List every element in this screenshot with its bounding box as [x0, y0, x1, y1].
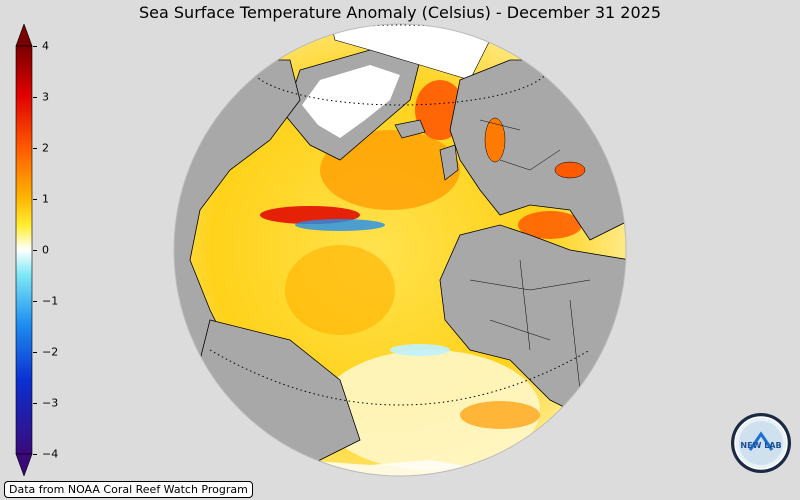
colorbar-tick-label: −3	[42, 396, 59, 410]
anomaly-mediterranean	[518, 211, 582, 239]
anomaly-north-atlantic	[320, 130, 460, 210]
colorbar-tick-label: −2	[42, 345, 59, 359]
colorbar-tick-mark	[33, 352, 37, 353]
colorbar-tick-mark	[33, 250, 37, 251]
arctic-ice	[329, 24, 501, 81]
colorbar-max-arrow	[15, 24, 33, 47]
colorbar-gradient	[15, 45, 33, 455]
anomaly-central	[285, 245, 395, 335]
uk	[439, 144, 459, 181]
anomaly-cold-streak	[295, 219, 385, 231]
greenland-ice	[302, 65, 400, 138]
colorbar-tick-mark	[33, 403, 37, 404]
colorbar-tick-label: −1	[42, 294, 59, 308]
southern-circle	[209, 349, 591, 406]
colorbar	[15, 24, 33, 476]
iceland	[394, 119, 426, 139]
colorbar-tick-label: −4	[42, 447, 59, 461]
logo-mark	[748, 431, 774, 451]
colorbar-tick-mark	[33, 97, 37, 98]
map-title: Sea Surface Temperature Anomaly (Celsius…	[139, 3, 661, 22]
lab-logo: NEW LAB	[731, 413, 791, 473]
colorbar-tick-label: 4	[42, 39, 49, 53]
baltic-sea	[484, 117, 506, 163]
anomaly-south-white	[320, 350, 540, 470]
colorbar-tick-label: 0	[42, 243, 49, 257]
colorbar-tick-mark	[33, 148, 37, 149]
colorbar-tick-label: 1	[42, 192, 49, 206]
sst-globe-map	[173, 23, 627, 477]
colorbar-tick-mark	[33, 301, 37, 302]
data-credit: Data from NOAA Coral Reef Watch Program	[4, 481, 253, 498]
colorbar-tick-label: 2	[42, 141, 49, 155]
colorbar-tick-mark	[33, 199, 37, 200]
globe-outline	[173, 23, 627, 477]
logo-text: NEW LAB	[740, 441, 781, 450]
colorbar-tick-mark	[33, 454, 37, 455]
black-sea	[554, 161, 586, 179]
colorbar-tick-label: 3	[42, 90, 49, 104]
country-borders	[469, 119, 591, 391]
colorbar-min-arrow	[15, 453, 33, 476]
anomaly-cold-equator	[390, 344, 450, 356]
colorbar-tick-mark	[33, 46, 37, 47]
anomaly-south-orange	[460, 401, 540, 429]
